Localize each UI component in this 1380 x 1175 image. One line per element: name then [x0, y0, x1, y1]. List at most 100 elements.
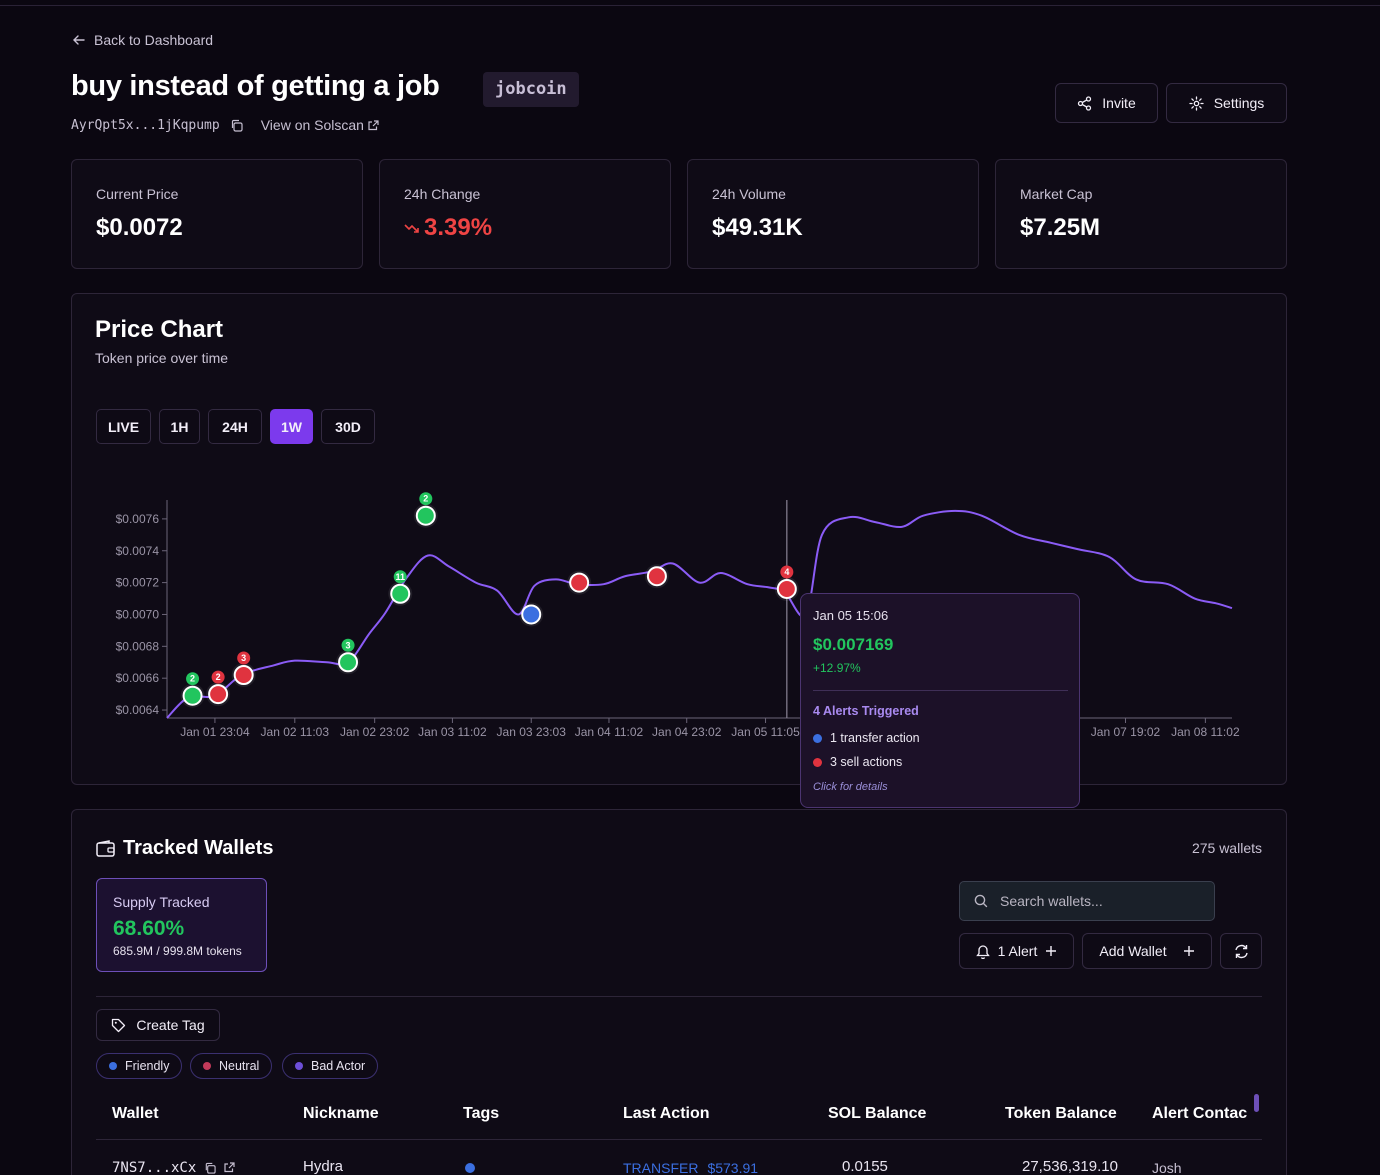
marker-count-badge — [186, 672, 200, 686]
token-ticker-badge: jobcoin — [483, 72, 579, 107]
marker-count-badge — [780, 565, 794, 579]
y-tick-label: $0.0076 — [116, 512, 160, 526]
tooltip-alerts-title: 4 Alerts Triggered — [813, 704, 919, 718]
sell-marker[interactable]: 4 — [774, 565, 799, 601]
tooltip-transfer-line: 1 transfer action — [813, 731, 920, 745]
stat-label: 24h Volume — [712, 186, 786, 202]
wallet-address: 7NS7...xCx — [112, 1160, 197, 1175]
tag-color-dot — [295, 1062, 303, 1070]
marker-count-label: 3 — [346, 640, 351, 650]
copy-icon[interactable] — [204, 1162, 216, 1174]
marker-dot — [415, 505, 436, 526]
x-tick-label: Jan 01 23:04 — [180, 725, 250, 739]
timeframe-live[interactable]: LIVE — [96, 409, 151, 444]
price-line-chart[interactable]: $0.0064 $0.0066 $0.0068 $0.0070 $0.0072 $0.00… — [0, 470, 1380, 750]
marker-dot — [338, 652, 359, 673]
timeframe-1w[interactable]: 1W — [270, 409, 313, 444]
chart-tooltip[interactable]: Jan 05 15:06 $0.007169 +12.97% 4 Alerts … — [800, 593, 1080, 808]
tag-label: Friendly — [125, 1059, 170, 1073]
sell-marker[interactable]: 3 — [231, 651, 256, 687]
external-link-icon[interactable] — [368, 119, 379, 131]
buy-marker[interactable]: 3 — [336, 638, 361, 675]
marker-count-label: 2 — [423, 494, 428, 504]
marker-count-badge — [211, 670, 225, 684]
marker-dot — [569, 572, 590, 593]
solscan-link[interactable]: View on Solscan — [260, 117, 364, 133]
marker-dot — [233, 664, 254, 685]
chart-title: Price Chart — [95, 316, 224, 343]
refresh-icon — [1234, 944, 1248, 958]
create-tag-button[interactable]: Create Tag — [96, 1009, 220, 1041]
marker-count-badge — [341, 638, 355, 652]
tag-pill-neutral[interactable]: Neutral — [190, 1053, 273, 1079]
plus-icon — [1046, 946, 1057, 956]
buy-marker[interactable]: 2 — [413, 492, 438, 528]
token-address-row: AyrQpt5x...1jKqpump View on Solscan — [71, 117, 379, 133]
add-wallet-label: Add Wallet — [1099, 943, 1167, 959]
sell-marker[interactable] — [644, 564, 669, 589]
alert-button[interactable]: 1 Alert — [959, 933, 1074, 969]
wallet-sol-balance: 0.0155 SOL — [842, 1158, 888, 1175]
wallet-token-balance: 27,536,319.10 — [1022, 1158, 1118, 1175]
settings-button[interactable]: Settings — [1166, 83, 1287, 123]
column-header-wallet[interactable]: Wallet — [112, 1105, 159, 1122]
wallet-nickname[interactable]: Hydra — [303, 1158, 344, 1175]
buy-marker[interactable]: 2 — [180, 672, 205, 708]
search-icon — [974, 894, 988, 908]
stat-card-24h-volume: 24h Volume $49.31K — [687, 159, 979, 269]
timeframe-1h[interactable]: 1H — [159, 409, 200, 444]
refresh-button[interactable] — [1220, 933, 1262, 969]
tooltip-change: +12.97% — [813, 661, 861, 675]
token-address: AyrQpt5x...1jKqpump — [71, 117, 220, 133]
create-tag-label: Create Tag — [136, 1017, 205, 1033]
x-tick-label: Jan 08 11:02 — [1171, 725, 1240, 739]
buy-marker[interactable]: 11 — [388, 570, 413, 606]
wallet-search-input[interactable]: Search wallets... — [1000, 893, 1103, 909]
marker-count-label: 2 — [216, 672, 221, 682]
wallet-tag-dot[interactable] — [465, 1163, 475, 1173]
tag-pill-friendly[interactable]: Friendly — [96, 1053, 183, 1079]
invite-label: Invite — [1102, 95, 1136, 111]
timeframe-30d[interactable]: 30D — [321, 409, 375, 444]
column-header-token-balance[interactable]: Token Balance — [1005, 1105, 1117, 1122]
column-header-alert-contact[interactable]: Alert Contac — [1152, 1105, 1248, 1122]
copy-icon[interactable] — [230, 119, 243, 132]
wallet-search-box[interactable]: Search wallets... — [959, 881, 1215, 921]
column-header-last-action[interactable]: Last Action — [623, 1105, 710, 1122]
table-scrollbar[interactable] — [1254, 1094, 1259, 1112]
marker-count-badge — [419, 492, 433, 506]
token-name: buy instead of getting a job — [71, 70, 440, 102]
column-header-tags[interactable]: Tags — [463, 1105, 500, 1122]
timeframe-24h[interactable]: 24H — [208, 409, 262, 444]
wallets-title: Tracked Wallets — [123, 837, 274, 859]
column-header-nickname[interactable]: Nickname — [303, 1105, 379, 1122]
x-tick-label: Jan 04 11:02 — [575, 725, 644, 739]
tag-pill-bad-actor[interactable]: Bad Actor — [282, 1053, 379, 1079]
arrow-left-icon — [73, 35, 85, 45]
chart-subtitle: Token price over time — [95, 350, 229, 366]
sell-marker[interactable] — [567, 570, 592, 595]
marker-dot — [521, 604, 542, 625]
x-tick-label: Jan 07 19:02 — [1091, 725, 1161, 739]
transfer-marker[interactable] — [519, 602, 544, 627]
stat-card-market-cap: Market Cap $7.25M — [995, 159, 1287, 269]
back-to-dashboard-link[interactable]: Back to Dashboard — [72, 32, 213, 48]
external-link-icon[interactable] — [224, 1162, 235, 1173]
marker-dot — [390, 583, 411, 604]
price-series-line — [166, 509, 1233, 719]
sell-dot-icon — [813, 757, 822, 767]
bell-icon — [975, 944, 990, 959]
marker-count-label: 2 — [190, 674, 195, 684]
x-tick-label: Jan 03 11:02 — [418, 725, 487, 739]
add-wallet-button[interactable]: Add Wallet — [1082, 933, 1212, 969]
sell-marker[interactable]: 2 — [206, 670, 231, 707]
invite-button[interactable]: Invite — [1055, 83, 1158, 123]
transfer-dot-icon — [813, 733, 822, 743]
wallet-last-action[interactable]: TRANSFER $573.91 — [623, 1160, 758, 1175]
tooltip-hint: Click for details — [813, 781, 888, 793]
column-header-sol-balance[interactable]: SOL Balance — [828, 1105, 927, 1122]
tag-label: Bad Actor — [311, 1059, 366, 1073]
stat-value: $7.25M — [1020, 214, 1101, 241]
marker-dot — [182, 685, 203, 706]
price-chart-card — [71, 293, 1287, 785]
